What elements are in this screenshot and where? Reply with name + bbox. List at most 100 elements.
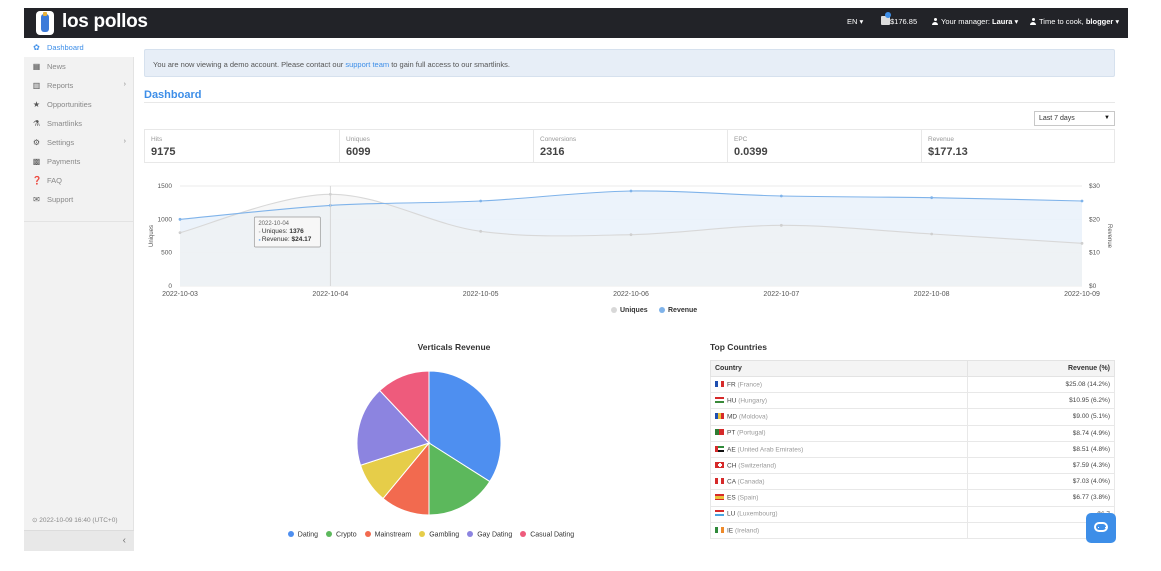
table-row: LU (Luxembourg) $6.7 (710, 505, 1115, 523)
column-header-revenue[interactable]: Revenue (%) (967, 360, 1115, 377)
y-axis-title: Uniques (149, 225, 155, 247)
sidebar-item-smartlinks[interactable]: ⚗ Smartlinks (24, 114, 134, 133)
manager-name: Laura (992, 17, 1013, 26)
brand-name[interactable]: los pollos (62, 11, 148, 32)
country-code: ES (727, 494, 736, 502)
y-tick-label: 0 (168, 283, 172, 290)
sidebar-item-label: News (47, 62, 66, 71)
country-name: (Canada) (737, 478, 765, 486)
legend-item-casual-dating[interactable]: Casual Dating (520, 531, 574, 539)
legend-label-uniques: Uniques (620, 307, 648, 314)
pie-chart-title: Verticals Revenue (417, 342, 491, 352)
stat-label: Conversions (540, 136, 577, 143)
sidebar-item-news[interactable]: ▦ News (24, 57, 134, 76)
revenue-point (479, 199, 483, 203)
language-selector[interactable]: EN ▾ (847, 17, 864, 26)
wallet-icon[interactable] (881, 16, 890, 25)
pie-slice-crypto[interactable] (428, 442, 491, 516)
revenue-cell: $8.51 (4.8%) (967, 440, 1115, 458)
country-cell: FR (France) (710, 375, 968, 394)
uniques-point (1080, 241, 1084, 245)
country-code: CH (727, 462, 737, 470)
legend-label: Casual Dating (530, 531, 575, 539)
flag-md-icon (715, 413, 724, 420)
sidebar-item-payments[interactable]: ▩ Payments (24, 152, 134, 171)
flag-pt-icon (715, 429, 724, 436)
app-frame: los pollos EN ▾ $176.85 Your manager: La… (24, 8, 1128, 551)
legend-label-revenue: Revenue (668, 307, 697, 314)
date-range-select[interactable]: Last 7 days ▼ (1034, 111, 1115, 126)
sidebar-divider (24, 221, 134, 222)
pie-slice-gay-dating[interactable] (356, 389, 430, 466)
sidebar-item-faq[interactable]: ❓ FAQ (24, 171, 134, 190)
legend-dot-uniques (611, 307, 617, 313)
manager-menu[interactable]: Your manager: Laura ▾ (932, 17, 1018, 26)
sidebar-item-label: Support (47, 195, 74, 204)
top-bar: los pollos EN ▾ $176.85 Your manager: La… (24, 8, 1128, 38)
table-row: IE (Ireland) $6.3 (710, 521, 1115, 539)
country-name: (Switzerland) (738, 462, 777, 470)
table-row: MD (Moldova) $9.00 (5.1%) (710, 408, 1115, 426)
revenue-point (779, 194, 783, 198)
sidebar-collapse-button[interactable]: ‹ (24, 530, 134, 551)
notice-text: to gain full access to our smartlinks. (389, 60, 511, 69)
country-cell: AE (United Arab Emirates) (710, 440, 968, 458)
sidebar-item-support[interactable]: ✉ Support (24, 190, 134, 209)
sidebar-item-reports[interactable]: ▥ Reports › (24, 76, 134, 95)
legend-item-dating[interactable]: Dating (287, 531, 318, 539)
legend-item-mainstream[interactable]: Mainstream (364, 531, 411, 539)
legend-item-gay-dating[interactable]: Gay Dating (467, 531, 512, 539)
top-countries-table: Country Revenue (%) FR (France) $25.08 (… (710, 360, 1115, 539)
y-tick-label-right: $20 (1089, 216, 1100, 223)
legend-dot (326, 531, 333, 537)
uniques-point (178, 231, 182, 235)
country-name: (Portugal) (737, 429, 766, 437)
x-tick-label: 2022-10-07 (763, 291, 799, 298)
pie-slice-casual-dating[interactable] (379, 370, 430, 445)
server-time: ⊙ 2022-10-09 16:40 (UTC+0) (32, 517, 118, 524)
flag-hu-icon (715, 397, 724, 404)
stat-value: 6099 (346, 146, 371, 158)
country-code: FR (727, 381, 736, 389)
sidebar-item-settings[interactable]: ⚙ Settings › (24, 133, 134, 152)
sidebar-item-opportunities[interactable]: ★ Opportunities (24, 95, 134, 114)
caret-down-icon: ▼ (1104, 115, 1110, 121)
question-icon: ❓ (32, 176, 42, 185)
flag-ca-icon (715, 477, 724, 484)
column-header-country[interactable]: Country (710, 360, 968, 377)
y-axis-title-right: Revenue (1106, 224, 1112, 249)
y-tick-label: 1000 (158, 216, 173, 223)
legend-dot (419, 531, 426, 537)
table-row: HU (Hungary) $10.95 (6.2%) (710, 392, 1115, 410)
stat-value: 2316 (540, 146, 565, 158)
y-tick-label-right: $0 (1089, 283, 1097, 290)
x-tick-label: 2022-10-08 (914, 291, 950, 298)
legend-item-crypto[interactable]: Crypto (326, 531, 357, 539)
country-name: (Ireland) (734, 527, 760, 535)
manager-label: Your manager: (941, 17, 993, 26)
y-tick-label-right: $10 (1089, 250, 1100, 257)
country-name: (Luxembourg) (737, 510, 778, 518)
stat-epc: EPC 0.0399 (727, 130, 921, 162)
traffic-chart: 0 $0 500 $10 1000 $20 1500 $30 Uniques Revenue 202… (144, 170, 1115, 320)
sidebar-item-dashboard[interactable]: ✿ Dashboard (24, 38, 134, 57)
chat-widget-button[interactable] (1086, 513, 1116, 543)
stat-label: Revenue (928, 136, 955, 143)
legend-dot-revenue (659, 307, 665, 313)
user-menu[interactable]: Time to cook, blogger ▾ (1030, 17, 1119, 26)
tooltip-date: 2022-10-04 (258, 221, 289, 227)
uniques-point (479, 229, 483, 233)
star-icon: ★ (32, 100, 41, 109)
legend-item-gambling[interactable]: Gambling (419, 531, 459, 539)
country-code: LU (727, 510, 736, 518)
logo-icon[interactable] (36, 11, 54, 35)
top-countries-title: Top Countries (710, 342, 767, 352)
legend-dot (467, 531, 474, 537)
sidebar-item-label: Dashboard (47, 43, 84, 52)
support-team-link[interactable]: support team (345, 60, 390, 69)
flag-es-icon (715, 494, 724, 501)
verticals-pie-chart (356, 370, 502, 516)
balance[interactable]: $176.85 (890, 17, 918, 26)
greeting: Time to cook, (1039, 17, 1086, 26)
sidebar-item-label: Opportunities (47, 100, 92, 109)
